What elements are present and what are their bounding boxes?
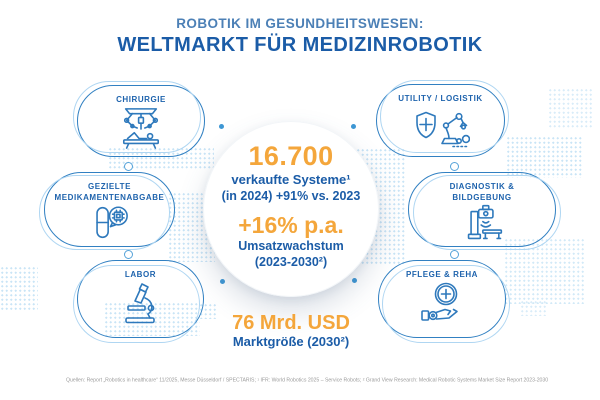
halftone-pattern (520, 300, 548, 316)
sold-systems-value: 16.700 (248, 141, 334, 171)
connector-node (450, 162, 459, 171)
market-size-stat: 76 Mrd. USD Marktgröße (2030²) (203, 312, 379, 350)
title-line2: WELTMARKT FÜR MEDIZINROBOTIK (117, 34, 483, 56)
accent-dot (351, 124, 356, 129)
market-size-value: 76 Mrd. USD (232, 312, 350, 334)
care-robot-icon (419, 281, 465, 327)
growth-sub: (2023-2030²) (254, 254, 328, 269)
accent-dot (219, 124, 224, 129)
halftone-pattern (199, 303, 217, 319)
accent-dot (352, 278, 357, 283)
key-stats-circle: 16.700 verkaufte Systeme¹ (in 2024) +91%… (203, 121, 379, 297)
category-label: GEZIELTE MEDIKAMENTENABGABE (54, 182, 165, 203)
category-pill-pflege-reha: PFLEGE & REHA (378, 260, 506, 338)
category-label: PFLEGE & REHA (405, 270, 479, 279)
category-pill-medikamentenabgabe: GEZIELTE MEDIKAMENTENABGABE (44, 172, 175, 247)
category-label: LABOR (124, 270, 157, 279)
category-pill-chirurgie: CHIRURGIE (77, 85, 205, 157)
category-label: CHIRURGIE (116, 95, 166, 104)
imaging-robot-icon (457, 204, 507, 241)
drug-delivery-icon (84, 204, 136, 241)
market-size-label: Marktgröße (2030²) (232, 334, 350, 349)
title-line1: ROBOTIK IM GESUNDHEITSWESEN: (176, 16, 424, 31)
sold-systems-sub: (in 2024) +91% vs. 2023 (221, 188, 361, 203)
page-title: ROBOTIK IM GESUNDHEITSWESEN: WELTMARKT F… (0, 16, 600, 57)
halftone-pattern (504, 238, 584, 304)
logistics-robot-icon (412, 105, 470, 150)
category-label: UTILITY / LOGISTIK (398, 94, 483, 103)
accent-dot (220, 279, 225, 284)
connector-node (124, 250, 133, 259)
halftone-pattern (0, 266, 38, 312)
growth-label: Umsatzwachstum (238, 239, 344, 254)
halftone-pattern (506, 136, 582, 178)
microscope-icon (118, 281, 164, 327)
category-pill-diagnostik-bildgebung: DIAGNOSTIK & BILDGEBUNG (408, 172, 556, 247)
growth-value: +16% p.a. (238, 212, 344, 239)
sources-footnote: Quellen: Report „Robotics in healthcare“… (66, 377, 549, 384)
connector-node (124, 162, 133, 171)
category-pill-utility-logistik: UTILITY / LOGISTIK (376, 84, 505, 157)
connector-node (450, 250, 459, 259)
halftone-pattern (548, 88, 592, 128)
surgery-robot-icon (112, 106, 170, 150)
sold-systems-label: verkaufte Systeme¹ (231, 172, 351, 188)
category-pill-labor: LABOR (77, 260, 204, 338)
category-label: DIAGNOSTIK & BILDGEBUNG (449, 182, 515, 203)
